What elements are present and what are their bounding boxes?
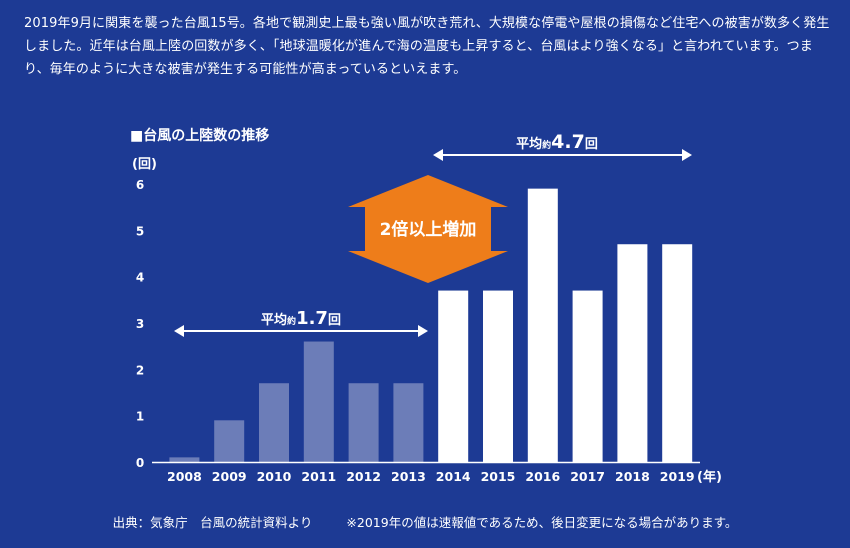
chart-footer: 出典：気象庁 台風の統計資料より ※2019年の値は速報値であるため、後日変更に… [0,512,850,531]
x-tick-label: 2008 [167,469,202,484]
y-tick-label: 6 [136,178,144,192]
avg-early-arrow-head-left [174,325,184,337]
x-tick-label: 2016 [525,469,560,484]
y-axis-label: (回) [132,157,157,172]
avg-recent-arrow-head-left [433,149,443,161]
x-tick-label: 2012 [346,469,381,484]
x-tick-label: 2018 [615,469,650,484]
avg-recent-arrow-head-right [682,149,692,161]
x-tick-label: 2013 [391,469,426,484]
x-tick-label: 2009 [212,469,247,484]
source-note: 出典：気象庁 台風の統計資料より [112,515,313,530]
bar-2013 [393,383,424,462]
y-tick-label: 2 [136,363,144,377]
bar-2010 [259,383,289,462]
x-tick-label: 2010 [257,469,292,484]
x-tick-label: 2011 [301,469,336,484]
avg-recent-label: 平均約4.7回 [516,131,598,153]
bar-2016 [527,188,558,462]
bar-2014 [438,290,469,462]
bar-2017 [572,290,603,462]
y-tick-label: 4 [136,271,144,285]
avg-early-label: 平均約1.7回 [261,308,341,329]
avg-early-arrow-head-right [418,325,428,337]
y-tick-label: 0 [136,456,144,470]
y-tick-label: 1 [136,410,144,424]
bar-2018 [617,244,648,462]
bar-2012 [348,383,379,462]
chart-title: ■台風の上陸数の推移 [130,127,269,144]
bar-2015 [483,290,513,462]
bar-2008 [169,457,200,462]
y-tick-label: 3 [136,317,144,331]
x-tick-label: 2019 [660,469,695,484]
y-tick-label: 5 [136,224,144,238]
bar-2011 [303,341,334,462]
preliminary-note: ※2019年の値は速報値であるため、後日変更になる場合があります。 [346,515,738,530]
intro-text: 2019年9月に関東を襲った台風15号。各地で観測史上最も強い風が吹き荒れ、大規… [24,16,830,77]
x-tick-label: 2015 [481,469,516,484]
x-tick-label: 2014 [436,469,471,484]
increase-callout-shape [348,175,508,283]
x-axis-label: (年) [697,469,722,485]
bar-2019 [662,244,693,462]
bar-2009 [214,420,245,462]
chart-plot: 0 1 2 3 4 5 6 2008 2009 2010 2011 2012 2013 2014 2015 2… [136,131,700,484]
increase-callout-text: 2倍以上増加 [380,219,477,240]
x-tick-label: 2017 [570,469,605,484]
